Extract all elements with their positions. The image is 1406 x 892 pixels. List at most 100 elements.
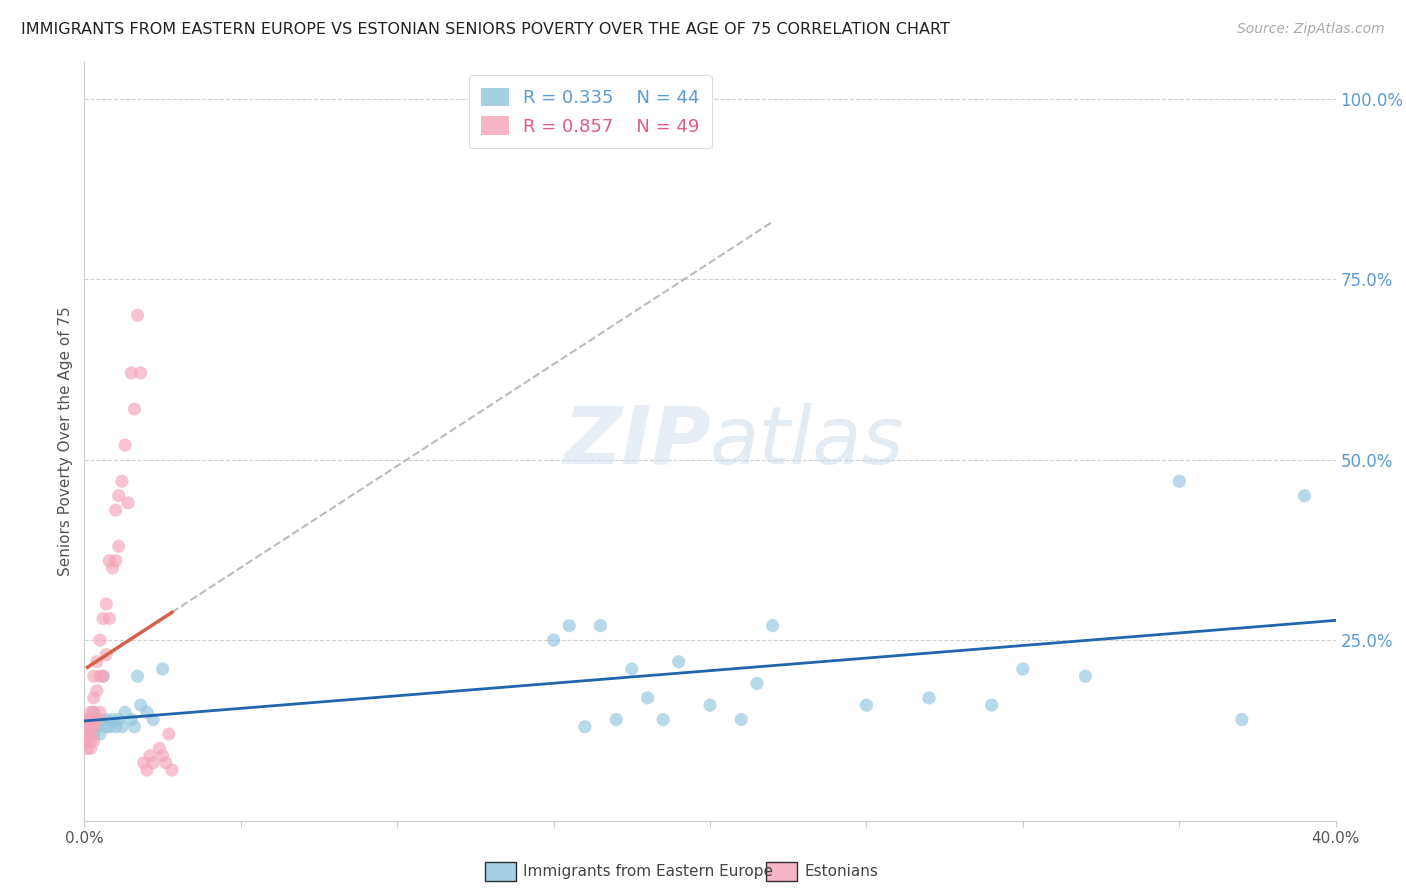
Point [107, 489, 129, 503]
Point [79, 720, 101, 734]
Point [98, 554, 121, 568]
Point [107, 713, 129, 727]
Point [101, 561, 124, 575]
Point [129, 698, 152, 712]
Point [605, 713, 627, 727]
Point [86, 683, 108, 698]
Point [114, 706, 136, 720]
Point [76, 734, 98, 748]
Point [745, 676, 768, 690]
Point [157, 727, 180, 741]
Y-axis label: Seniors Poverty Over the Age of 75: Seniors Poverty Over the Age of 75 [58, 307, 73, 576]
Point [89, 727, 111, 741]
Point [120, 713, 142, 727]
Point [86, 655, 108, 669]
Text: Estonians: Estonians [804, 864, 879, 879]
Point [1168, 475, 1191, 489]
Point [104, 554, 127, 568]
Point [96, 597, 118, 611]
Point [83, 720, 105, 734]
Point [668, 655, 690, 669]
Point [79, 727, 101, 741]
Point [142, 756, 165, 770]
Point [111, 720, 134, 734]
Text: Immigrants from Eastern Europe: Immigrants from Eastern Europe [523, 864, 773, 879]
Point [142, 713, 165, 727]
Point [120, 366, 142, 380]
Point [117, 496, 139, 510]
Text: ZIP: ZIP [562, 402, 710, 481]
Text: atlas: atlas [710, 402, 905, 481]
Point [114, 438, 136, 452]
Point [86, 720, 108, 734]
Point [855, 698, 877, 712]
Point [104, 503, 127, 517]
Point [1012, 662, 1035, 676]
Point [699, 698, 721, 712]
Point [730, 713, 752, 727]
Point [76, 720, 98, 734]
Point [89, 633, 111, 648]
Point [76, 727, 98, 741]
Point [83, 706, 105, 720]
Text: IMMIGRANTS FROM EASTERN EUROPE VS ESTONIAN SENIORS POVERTY OVER THE AGE OF 75 CO: IMMIGRANTS FROM EASTERN EUROPE VS ESTONI… [21, 22, 950, 37]
Point [918, 690, 941, 705]
Point [574, 720, 596, 734]
Point [76, 720, 98, 734]
Point [136, 763, 159, 777]
Point [127, 308, 149, 322]
Point [652, 713, 675, 727]
Point [86, 713, 108, 727]
Point [83, 669, 105, 683]
Point [136, 706, 159, 720]
Point [79, 713, 101, 727]
Point [96, 720, 118, 734]
Point [91, 669, 114, 683]
Point [79, 741, 101, 756]
Point [124, 402, 146, 417]
Point [96, 713, 118, 727]
Point [83, 706, 105, 720]
Point [620, 662, 643, 676]
Point [89, 706, 111, 720]
Point [83, 690, 105, 705]
Point [1074, 669, 1097, 683]
Point [91, 611, 114, 625]
Point [1294, 489, 1316, 503]
Point [132, 756, 155, 770]
Point [160, 763, 183, 777]
Point [155, 756, 177, 770]
Point [980, 698, 1002, 712]
Point [83, 727, 105, 741]
Text: Source: ZipAtlas.com: Source: ZipAtlas.com [1237, 22, 1385, 37]
Point [637, 690, 659, 705]
Point [762, 618, 785, 632]
Point [76, 741, 98, 756]
Point [79, 706, 101, 720]
Point [83, 734, 105, 748]
Point [129, 366, 152, 380]
Point [148, 741, 170, 756]
Legend: R = 0.335    N = 44, R = 0.857    N = 49: R = 0.335 N = 44, R = 0.857 N = 49 [468, 75, 711, 148]
Point [107, 539, 129, 553]
Point [91, 669, 114, 683]
Point [152, 748, 174, 763]
Point [89, 669, 111, 683]
Point [98, 611, 121, 625]
Point [152, 662, 174, 676]
Point [96, 648, 118, 662]
Point [139, 748, 162, 763]
Point [1230, 713, 1253, 727]
Point [124, 720, 146, 734]
Point [98, 720, 121, 734]
Point [127, 669, 149, 683]
Point [558, 618, 581, 632]
Point [79, 734, 101, 748]
Point [104, 720, 127, 734]
Point [76, 713, 98, 727]
Point [111, 475, 134, 489]
Point [101, 713, 124, 727]
Point [589, 618, 612, 632]
Point [79, 713, 101, 727]
Point [89, 713, 111, 727]
